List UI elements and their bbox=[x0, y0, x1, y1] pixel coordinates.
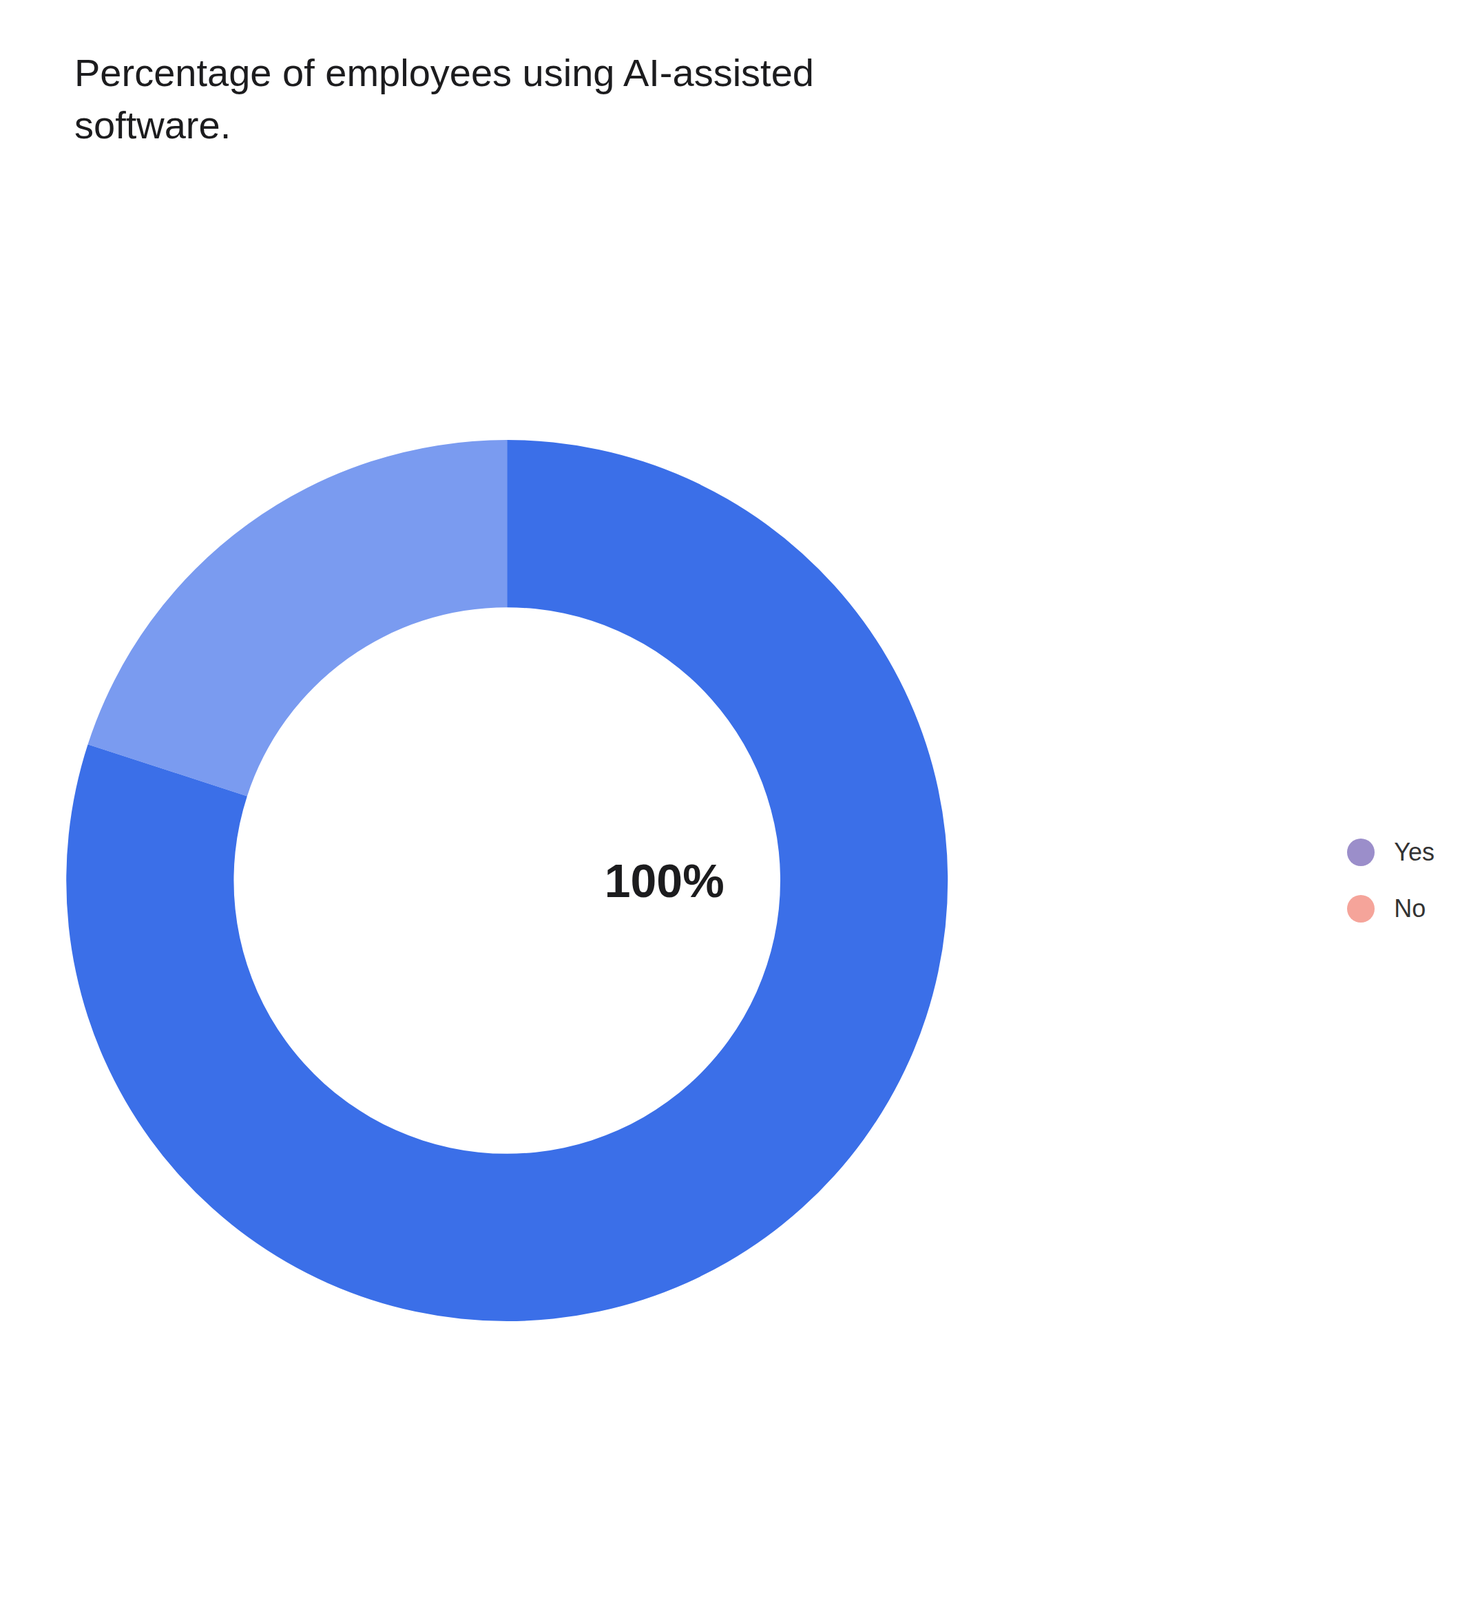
html-text:software.: software. bbox=[74, 103, 231, 147]
html-text:Percentage of employees using: Percentage of employees using AI-assiste… bbox=[74, 50, 815, 95]
html-text:Yes: Yes bbox=[1394, 838, 1435, 867]
svg-text:100%: 100% bbox=[604, 854, 725, 907]
html-text:No: No bbox=[1394, 894, 1426, 923]
